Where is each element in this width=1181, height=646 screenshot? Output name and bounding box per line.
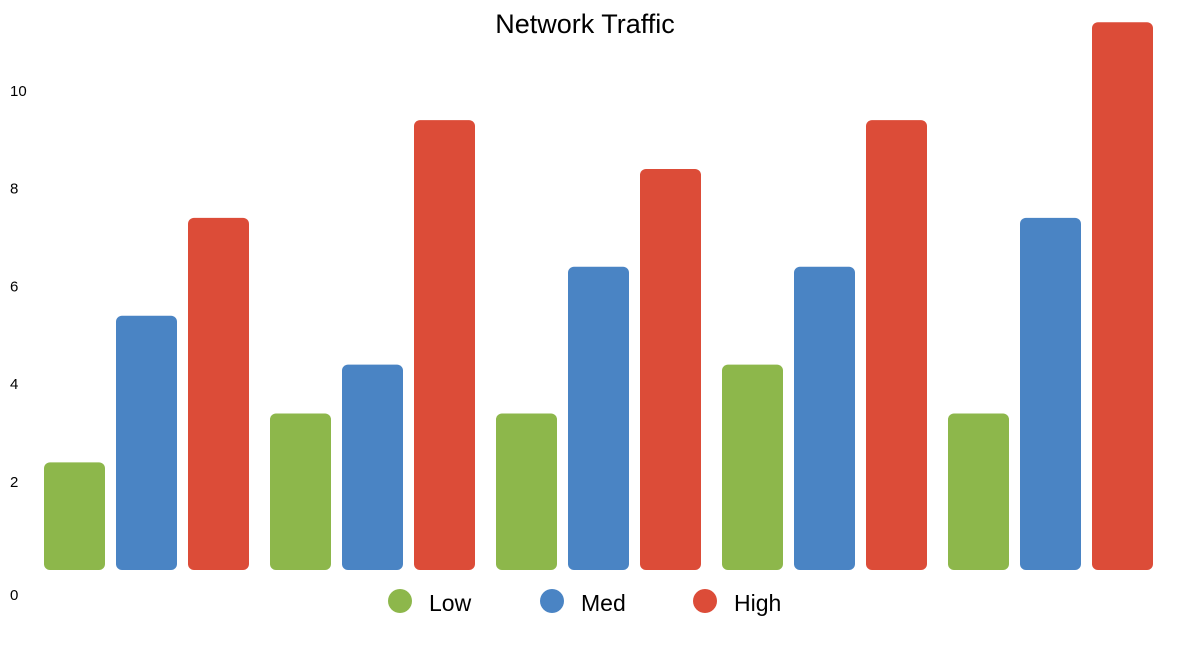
bar-low-4 [722,364,783,570]
legend-marker-low [388,589,412,613]
bar-med-3 [568,266,629,570]
y-axis: 0 2 4 6 8 10 [10,83,27,604]
legend-marker-high [693,589,717,613]
y-tick-label-4: 4 [10,376,18,393]
bar-low-2 [270,413,331,570]
legend-label-med: Med [581,590,626,616]
bar-high-2 [414,120,475,570]
bar-high-3 [640,169,701,570]
legend-marker-med [540,589,564,613]
bar-low-1 [44,462,105,570]
chart-title: Network Traffic [495,9,675,39]
bar-high-5 [1092,22,1153,571]
y-tick-label-10: 10 [10,83,27,100]
y-tick-label-6: 6 [10,278,18,295]
legend: Low Med High [388,589,781,616]
y-tick-label-8: 8 [10,181,18,198]
bar-med-1 [116,315,177,570]
bar-high-4 [866,120,927,570]
bar-low-3 [496,413,557,570]
bars [44,22,1153,571]
bar-low-5 [948,413,1009,570]
bar-high-1 [188,217,249,570]
y-tick-label-0: 0 [10,587,18,604]
legend-label-low: Low [429,590,472,616]
bar-med-4 [794,266,855,570]
y-tick-label-2: 2 [10,474,18,491]
bar-med-2 [342,364,403,570]
legend-label-high: High [734,590,781,616]
bar-med-5 [1020,217,1081,570]
